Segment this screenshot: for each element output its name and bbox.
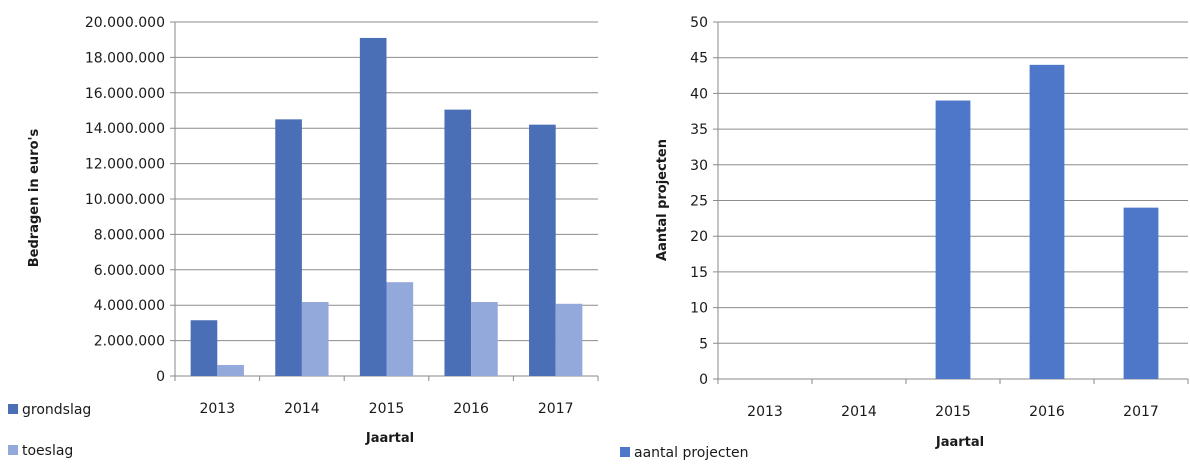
y-tick-label: 40 xyxy=(690,86,708,102)
x-tick-label: 2016 xyxy=(1029,404,1065,420)
bar-aantal-projecten-2017 xyxy=(1123,207,1159,379)
y-tick-label: 10 xyxy=(690,301,708,317)
x-tick-label: 2013 xyxy=(199,401,235,417)
x-tick-label: 2013 xyxy=(747,404,783,420)
legend-label-aantal-projecten: aantal projecten xyxy=(634,445,749,461)
legend-label-toeslag: toeslag xyxy=(22,443,73,459)
y-tick-label: 0 xyxy=(699,372,708,388)
amounts-bar-chart: 0 2.000.000 4.000.000 6.000.000 8.000.000 10.… xyxy=(0,0,600,462)
bar-toeslag-2014 xyxy=(301,302,329,376)
y-tick-label: 2.000.000 xyxy=(94,334,165,350)
legend-label-grondslag: grondslag xyxy=(22,402,91,418)
bar-grondslag-2015 xyxy=(359,37,387,377)
bar-grondslag-2017 xyxy=(529,124,556,376)
x-tick-label: 2014 xyxy=(284,401,320,417)
x-tick-label: 2015 xyxy=(935,404,971,420)
y-tick-label: 4.000.000 xyxy=(94,298,165,314)
projects-chart-svg: 0 5 10 15 20 25 30 35 40 45 50 2013 2014 2015 2016 2017… xyxy=(620,15,1189,461)
bar-toeslag-2013 xyxy=(217,365,244,376)
x-tick-label: 2017 xyxy=(1123,404,1159,420)
y-tick-label: 5 xyxy=(699,336,708,352)
legend-swatch-toeslag xyxy=(8,445,18,455)
amounts-chart-svg: 0 2.000.000 4.000.000 6.000.000 8.000.000 10.… xyxy=(8,15,599,459)
projects-bar-chart: 0 5 10 15 20 25 30 35 40 45 50 2013 2014 2015 2016 2017… xyxy=(600,0,1190,462)
y-axis-title: Aantal projecten xyxy=(655,139,670,261)
y-tick-label: 20.000.000 xyxy=(85,15,165,31)
y-tick-label: 35 xyxy=(690,122,708,138)
x-tick-label: 2016 xyxy=(453,401,489,417)
y-tick-label: 16.000.000 xyxy=(85,86,165,102)
bar-toeslag-2015 xyxy=(386,282,414,376)
y-tick-label: 20 xyxy=(690,229,708,245)
x-tick-label: 2017 xyxy=(538,401,574,417)
x-axis-title: Jaartal xyxy=(365,431,414,446)
bar-aantal-projecten-2016 xyxy=(1029,64,1065,379)
x-axis-title: Jaartal xyxy=(935,435,984,450)
y-tick-label: 14.000.000 xyxy=(85,121,165,137)
y-tick-label: 12.000.000 xyxy=(85,157,165,173)
bar-toeslag-2016 xyxy=(471,302,498,376)
y-tick-label: 0 xyxy=(156,369,165,385)
y-tick-label: 15 xyxy=(690,265,708,281)
y-tick-label: 10.000.000 xyxy=(85,192,165,208)
y-tick-label: 18.000.000 xyxy=(85,50,165,66)
bar-grondslag-2014 xyxy=(275,119,302,376)
legend-swatch-aantal-projecten xyxy=(620,447,630,457)
x-tick-label: 2015 xyxy=(369,401,405,417)
y-tick-label: 25 xyxy=(690,194,708,210)
x-tick-label: 2014 xyxy=(841,404,877,420)
bar-grondslag-2013 xyxy=(190,320,218,376)
bar-grondslag-2016 xyxy=(444,109,472,377)
y-tick-label: 50 xyxy=(690,15,708,31)
legend-swatch-grondslag xyxy=(8,404,18,414)
bar-aantal-projecten-2015 xyxy=(935,100,971,379)
y-tick-label: 8.000.000 xyxy=(94,227,165,243)
y-tick-label: 30 xyxy=(690,158,708,174)
y-tick-label: 6.000.000 xyxy=(94,263,165,279)
y-axis-title: Bedragen in euro's xyxy=(27,129,42,268)
bar-toeslag-2017 xyxy=(555,303,583,376)
y-tick-label: 45 xyxy=(690,51,708,67)
